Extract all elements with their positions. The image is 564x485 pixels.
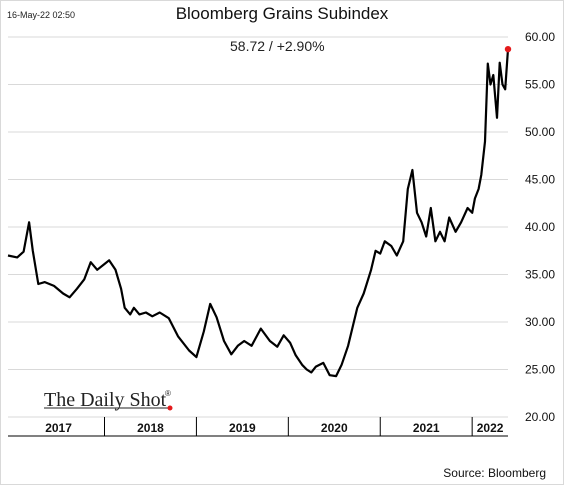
y-tick-label: 20.00	[525, 410, 555, 424]
y-tick-label: 45.00	[525, 173, 555, 187]
series	[7, 45, 512, 378]
y-tick-label: 25.00	[525, 363, 555, 377]
last-point-marker	[504, 45, 512, 53]
y-tick-label: 30.00	[525, 315, 555, 329]
x-tick-label: 2022	[477, 421, 504, 435]
y-axis: 20.00 25.00 30.00 35.00 40.00 45.00 50.00 55.00…	[525, 30, 555, 424]
last-value-label: 58.72 / +2.90%	[230, 38, 325, 54]
brand-text: The Daily Shot	[44, 389, 167, 411]
y-tick-label: 60.00	[525, 30, 555, 44]
grid	[8, 36, 508, 418]
brand-mark: ®	[165, 389, 171, 398]
x-axis: 2017 2018 2019 2020 2021 2022	[8, 417, 508, 437]
timestamp: 16-May-22 02:50	[7, 10, 76, 20]
source-label: Source: Bloomberg	[443, 466, 546, 480]
chart-title: Bloomberg Grains Subindex	[175, 4, 389, 23]
y-tick-label: 55.00	[525, 78, 555, 92]
y-tick-label: 35.00	[525, 268, 555, 282]
y-tick-label: 50.00	[525, 125, 555, 139]
series-line	[7, 49, 510, 378]
x-tick-label: 2017	[45, 421, 72, 435]
x-tick-label: 2020	[321, 421, 348, 435]
x-tick-label: 2018	[137, 421, 164, 435]
brand-logo: The Daily Shot ®	[44, 389, 173, 411]
brand-dot	[167, 405, 173, 411]
x-tick-label: 2019	[229, 421, 256, 435]
x-tick-label: 2021	[413, 421, 440, 435]
y-tick-label: 40.00	[525, 220, 555, 234]
